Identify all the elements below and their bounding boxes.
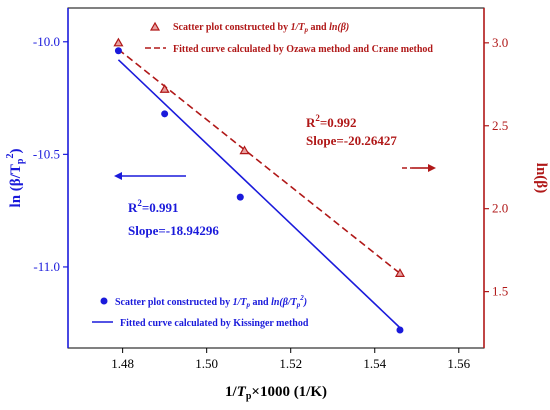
legend-top: Scatter plot constructed by 1/Tp and ln(… [145,21,433,55]
legend-bottom: Scatter plot constructed by 1/Tp and ln(… [92,294,309,329]
x-axis-title: 1/Tp×1000 (1/K) [225,384,327,402]
data-points [113,37,405,334]
blue-slope-annotation: Slope=-18.94296 [128,223,219,238]
left-tick-label: -10.0 [33,34,60,49]
arrow-left-icon [114,172,186,180]
legend-circle-marker [100,297,108,305]
right-data-point [159,84,170,93]
ozawa-fit-line [117,48,401,274]
kissinger-fit-line [117,59,401,329]
x-axis-ticks: 1.48 1.50 1.52 1.54 1.56 [111,348,471,371]
legend-triangle-marker [149,21,161,31]
right-tick-label: 1.5 [492,284,508,299]
legend-top-scatter-label: Scatter plot constructed by 1/Tp and ln(… [173,22,349,34]
x-tick-label: 1.56 [447,356,470,371]
blue-r2-annotation: R2=0.991 [128,198,179,215]
left-axis-title: ln (β/Tp2) [5,149,26,208]
left-data-point [396,326,404,334]
right-data-point [394,268,405,277]
legend-bottom-scatter-label: Scatter plot constructed by 1/Tp and ln(… [115,294,307,309]
arrow-right-icon [402,164,436,172]
x-tick-label: 1.50 [195,356,218,371]
x-tick-label: 1.48 [111,356,134,371]
right-tick-label: 2.0 [492,201,508,216]
legend-top-fit-label: Fitted curve calculated by Ozawa method … [173,44,433,55]
right-axis-title: ln(β) [533,163,549,193]
red-slope-annotation: Slope=-20.26427 [306,133,397,148]
left-data-point [161,110,169,118]
right-tick-label: 3.0 [492,35,508,50]
left-tick-label: -10.5 [33,146,60,161]
x-tick-label: 1.54 [363,356,386,371]
left-tick-label: -11.0 [33,259,60,274]
x-tick-label: 1.52 [279,356,302,371]
right-data-point [113,37,124,47]
red-r2-annotation: R2=0.992 [306,113,357,130]
right-tick-label: 2.5 [492,118,508,133]
right-data-point [239,145,250,155]
left-data-point [114,47,122,55]
left-axis-ticks: -11.0 -10.5 -10.0 [33,34,68,274]
legend-bottom-fit-label: Fitted curve calculated by Kissinger met… [120,318,309,329]
right-axis-ticks: 1.5 2.0 2.5 3.0 [484,35,508,299]
left-data-point [236,193,244,201]
